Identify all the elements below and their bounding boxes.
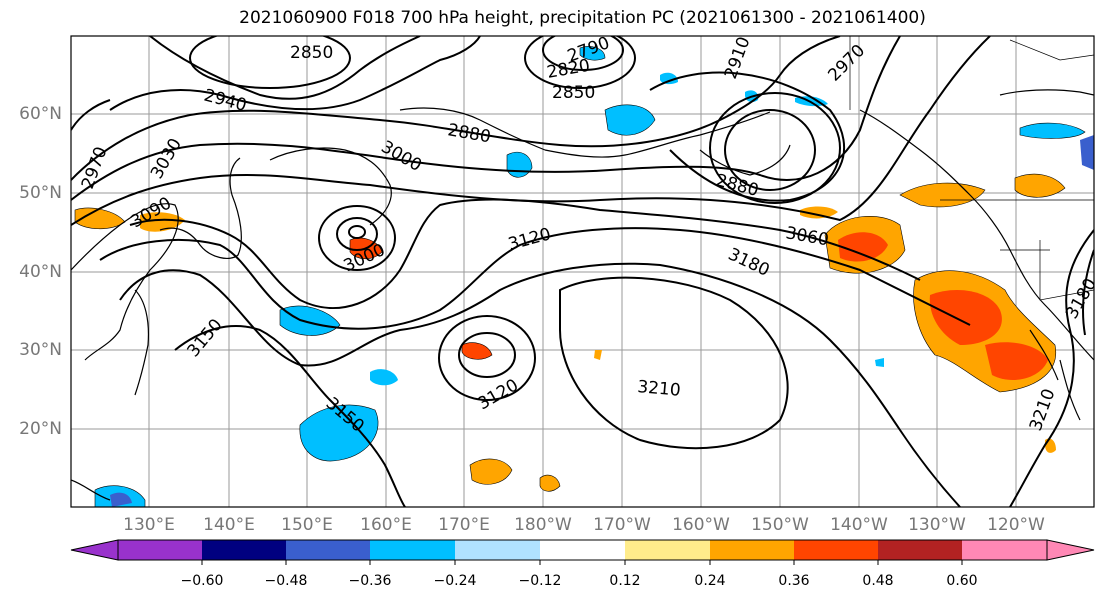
- contour-label: 3000: [378, 137, 425, 176]
- colorbar-tick-label: −0.48: [264, 573, 308, 589]
- colorbar-segment: [625, 540, 710, 560]
- lon-label-130w: 130°W: [908, 515, 966, 535]
- contour-label: 3150: [184, 315, 227, 361]
- colorbar-tick-label: 0.48: [862, 573, 894, 589]
- graticule: [71, 36, 1094, 507]
- political-borders: [849, 36, 1094, 301]
- colorbar-segment: [455, 540, 540, 560]
- contour-label: 2880: [446, 120, 492, 147]
- colorbar: [70, 539, 1095, 565]
- colorbar-tick-label: −0.24: [433, 573, 477, 589]
- contour-label: 3120: [506, 224, 553, 255]
- lon-label-140e: 140°E: [203, 515, 255, 535]
- lat-label-30n: 30°N: [19, 340, 62, 360]
- lon-label-140w: 140°W: [830, 515, 888, 535]
- colorbar-tick-label: 0.60: [946, 573, 978, 589]
- lon-label-170e: 170°E: [438, 515, 490, 535]
- contour-label: 2850: [290, 43, 333, 63]
- contour-label: 3030: [147, 135, 186, 182]
- lon-label-130e: 130°E: [123, 515, 175, 535]
- map-frame: [70, 35, 1095, 508]
- colorbar-segment: [540, 540, 625, 560]
- colorbar-tick-label: −0.36: [348, 573, 392, 589]
- lon-label-160w: 160°W: [672, 515, 730, 535]
- lat-label-60n: 60°N: [19, 104, 62, 124]
- precip-anomaly-shading: [74, 46, 1094, 507]
- lat-label-20n: 20°N: [19, 419, 62, 439]
- lat-label-40n: 40°N: [19, 262, 62, 282]
- map-title: 2021060900 F018 700 hPa height, precipit…: [239, 8, 926, 28]
- colorbar-extend-right: [1046, 539, 1095, 561]
- colorbar-extend-left: [70, 539, 119, 561]
- lon-label-160e: 160°E: [360, 515, 412, 535]
- lon-label-150e: 150°E: [281, 515, 333, 535]
- lon-label-180w: 180°W: [514, 515, 572, 535]
- colorbar-segment: [710, 540, 794, 560]
- colorbar-segment: [962, 540, 1047, 560]
- colorbar-segment: [370, 540, 455, 560]
- colorbar-segment: [794, 540, 878, 560]
- contour-label: 3210: [1026, 386, 1060, 433]
- map-panel: 2850 2790 2820 2850 2910 2970 2940 2880 …: [71, 36, 1094, 507]
- colorbar-segment: [118, 540, 202, 560]
- lon-label-170w: 170°W: [593, 515, 651, 535]
- colorbar-tick-label: −0.60: [180, 573, 224, 589]
- colorbar-tick-label: 0.24: [694, 573, 726, 589]
- contour-label: 3210: [637, 377, 682, 401]
- height-contours: [71, 36, 1094, 507]
- contour-label: 2880: [714, 171, 761, 202]
- colorbar-tick-label: 0.36: [778, 573, 810, 589]
- colorbar-segment: [202, 540, 286, 560]
- contour-label: 2970: [824, 41, 869, 86]
- contour-label: 3060: [784, 223, 830, 250]
- colorbar-segment: [286, 540, 370, 560]
- contour-label: 2820: [545, 56, 591, 83]
- contour-label: 2850: [552, 83, 595, 103]
- lat-label-50n: 50°N: [19, 183, 62, 203]
- colorbar-tick-label: −0.12: [518, 573, 562, 589]
- colorbar-tick-label: 0.12: [609, 573, 641, 589]
- contour-label: 3120: [475, 375, 522, 414]
- lon-label-150w: 150°W: [751, 515, 809, 535]
- lon-label-120w: 120°W: [987, 515, 1045, 535]
- colorbar-segment: [878, 540, 962, 560]
- contour-label: 3180: [725, 244, 773, 280]
